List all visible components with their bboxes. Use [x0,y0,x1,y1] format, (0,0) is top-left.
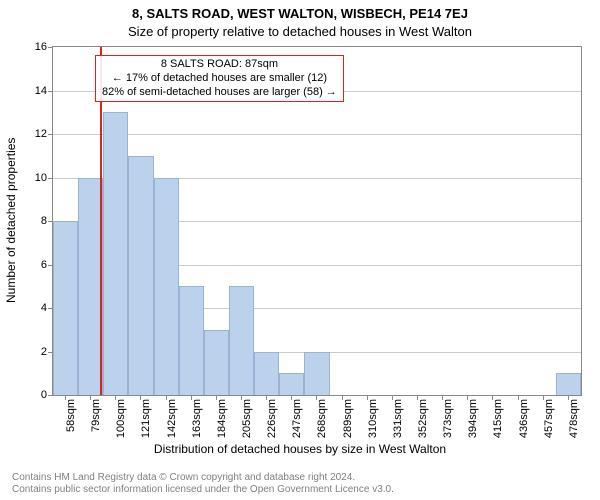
y-tick-label: 2 [41,346,47,358]
footer-line-2: Contains public sector information licen… [12,484,588,496]
y-tick-label: 14 [35,85,47,97]
annotation-box: 8 SALTS ROAD: 87sqm← 17% of detached hou… [95,55,344,102]
y-tick-mark [48,91,53,92]
y-tick-label: 16 [35,41,47,53]
histogram-bar [128,156,153,395]
x-tick-label: 436sqm [518,399,530,438]
histogram-bar [103,112,128,395]
x-tick-label: 79sqm [90,399,102,432]
histogram-bar [279,373,304,395]
y-tick-label: 12 [35,128,47,140]
y-tick-label: 8 [41,215,47,227]
annotation-line-2: ← 17% of detached houses are smaller (12… [102,72,337,86]
x-tick-label: 100sqm [115,399,127,438]
x-tick-label: 457sqm [543,399,555,438]
x-tick-label: 310sqm [367,399,379,438]
y-axis-label: Number of detached properties [4,137,18,302]
x-axis-label: Distribution of detached houses by size … [0,442,600,456]
histogram-bar [204,330,229,395]
x-tick-label: 268sqm [316,399,328,438]
x-tick-label: 58sqm [65,399,77,432]
chart-title-address: 8, SALTS ROAD, WEST WALTON, WISBECH, PE1… [0,6,600,21]
y-tick-mark [48,178,53,179]
plot-area: 024681012141658sqm79sqm100sqm121sqm142sq… [52,46,582,396]
y-tick-mark [48,395,53,396]
footer-attribution: Contains HM Land Registry data © Crown c… [12,472,588,496]
x-tick-label: 247sqm [291,399,303,438]
histogram-bar [179,286,204,395]
x-tick-label: 352sqm [417,399,429,438]
histogram-bar [254,352,279,396]
x-tick-label: 289sqm [342,399,354,438]
histogram-bar [229,286,254,395]
histogram-bar [53,221,78,395]
histogram-bar [154,178,179,396]
x-tick-label: 205sqm [241,399,253,438]
y-tick-mark [48,47,53,48]
chart-subtitle: Size of property relative to detached ho… [0,24,600,39]
annotation-line-3: 82% of semi-detached houses are larger (… [102,86,337,100]
x-tick-label: 478sqm [568,399,580,438]
annotation-line-1: 8 SALTS ROAD: 87sqm [102,58,337,72]
x-tick-label: 226sqm [266,399,278,438]
y-tick-mark [48,134,53,135]
histogram-bar [556,373,581,395]
x-tick-label: 142sqm [166,399,178,438]
x-tick-label: 163sqm [191,399,203,438]
y-tick-label: 6 [41,259,47,271]
gridline [53,134,581,135]
chart-container: 8, SALTS ROAD, WEST WALTON, WISBECH, PE1… [0,0,600,500]
y-tick-label: 0 [41,389,47,401]
x-tick-label: 184sqm [216,399,228,438]
y-tick-label: 4 [41,302,47,314]
x-tick-label: 121sqm [140,399,152,438]
x-tick-label: 373sqm [442,399,454,438]
histogram-bar [304,352,329,396]
x-tick-label: 331sqm [392,399,404,438]
x-tick-label: 394sqm [467,399,479,438]
x-tick-label: 415sqm [492,399,504,438]
y-tick-label: 10 [35,172,47,184]
footer-line-1: Contains HM Land Registry data © Crown c… [12,472,588,484]
